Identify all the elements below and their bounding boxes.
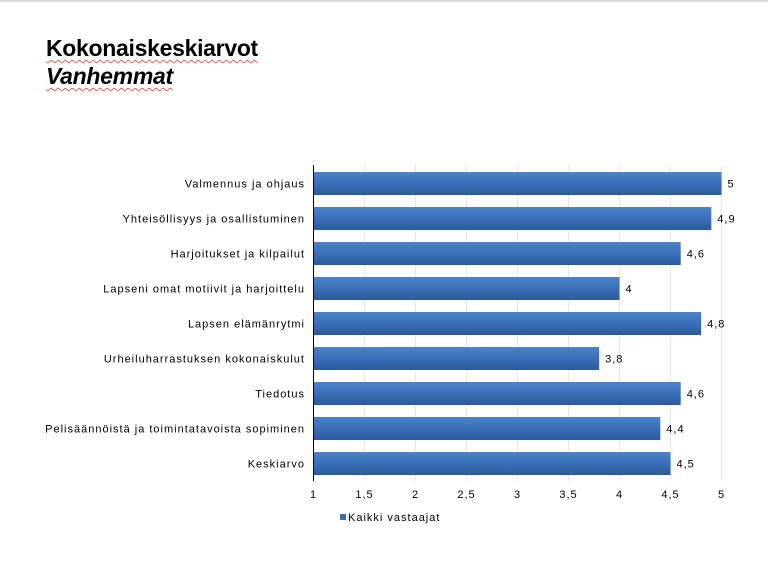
- slide-title: Kokonaiskeskiarvot Vanhemmat: [46, 34, 258, 90]
- x-tick-label: 1,5: [355, 489, 373, 501]
- bar: [313, 312, 702, 335]
- x-tick-label: 3,5: [559, 489, 577, 501]
- x-tick-label: 5: [718, 489, 725, 501]
- data-label: 4,9: [717, 214, 735, 226]
- bar: [313, 382, 681, 405]
- legend-swatch: [340, 514, 346, 520]
- bar: [313, 207, 712, 230]
- category-label: Valmennus ja ohjaus: [185, 179, 305, 191]
- bar: [313, 452, 671, 475]
- category-label: Tiedotus: [255, 389, 305, 401]
- category-label: Yhteisöllisyys ja osallistuminen: [123, 214, 305, 226]
- bar: [313, 417, 661, 440]
- category-label: Lapseni omat motiivit ja harjoittelu: [103, 284, 305, 296]
- category-label: Lapsen elämänrytmi: [188, 319, 305, 331]
- title-text: Kokonaiskeskiarvot: [46, 35, 258, 61]
- bar: [313, 242, 681, 265]
- x-tick-label: 4,5: [661, 489, 679, 501]
- category-label: Urheiluharrastuksen kokonaiskulut: [104, 354, 305, 366]
- data-label: 4,6: [687, 389, 705, 401]
- bar: [313, 277, 620, 300]
- top-border: [0, 0, 768, 2]
- data-label: 4,4: [666, 424, 684, 436]
- bar: [313, 172, 722, 195]
- x-tick-label: 2: [412, 489, 419, 501]
- category-label: Pelisäännöistä ja toimintatavoista sopim…: [45, 424, 305, 436]
- x-tick-label: 1: [310, 489, 317, 501]
- legend: Kaikki vastaajat: [340, 512, 440, 524]
- x-tick-label: 3: [514, 489, 521, 501]
- subtitle-text: Vanhemmat: [46, 63, 173, 89]
- data-label: 4,8: [707, 319, 725, 331]
- data-label: 3,8: [605, 354, 623, 366]
- category-label: Keskiarvo: [248, 459, 305, 471]
- x-tick-label: 2,5: [457, 489, 475, 501]
- x-tick-label: 4: [616, 489, 623, 501]
- data-label: 4,6: [687, 249, 705, 261]
- bar: [313, 347, 600, 370]
- legend-label: Kaikki vastaajat: [348, 512, 440, 524]
- data-label: 4,5: [677, 459, 695, 471]
- data-label: 4: [626, 284, 633, 296]
- category-label: Harjoitukset ja kilpailut: [171, 249, 305, 261]
- data-label: 5: [728, 179, 735, 191]
